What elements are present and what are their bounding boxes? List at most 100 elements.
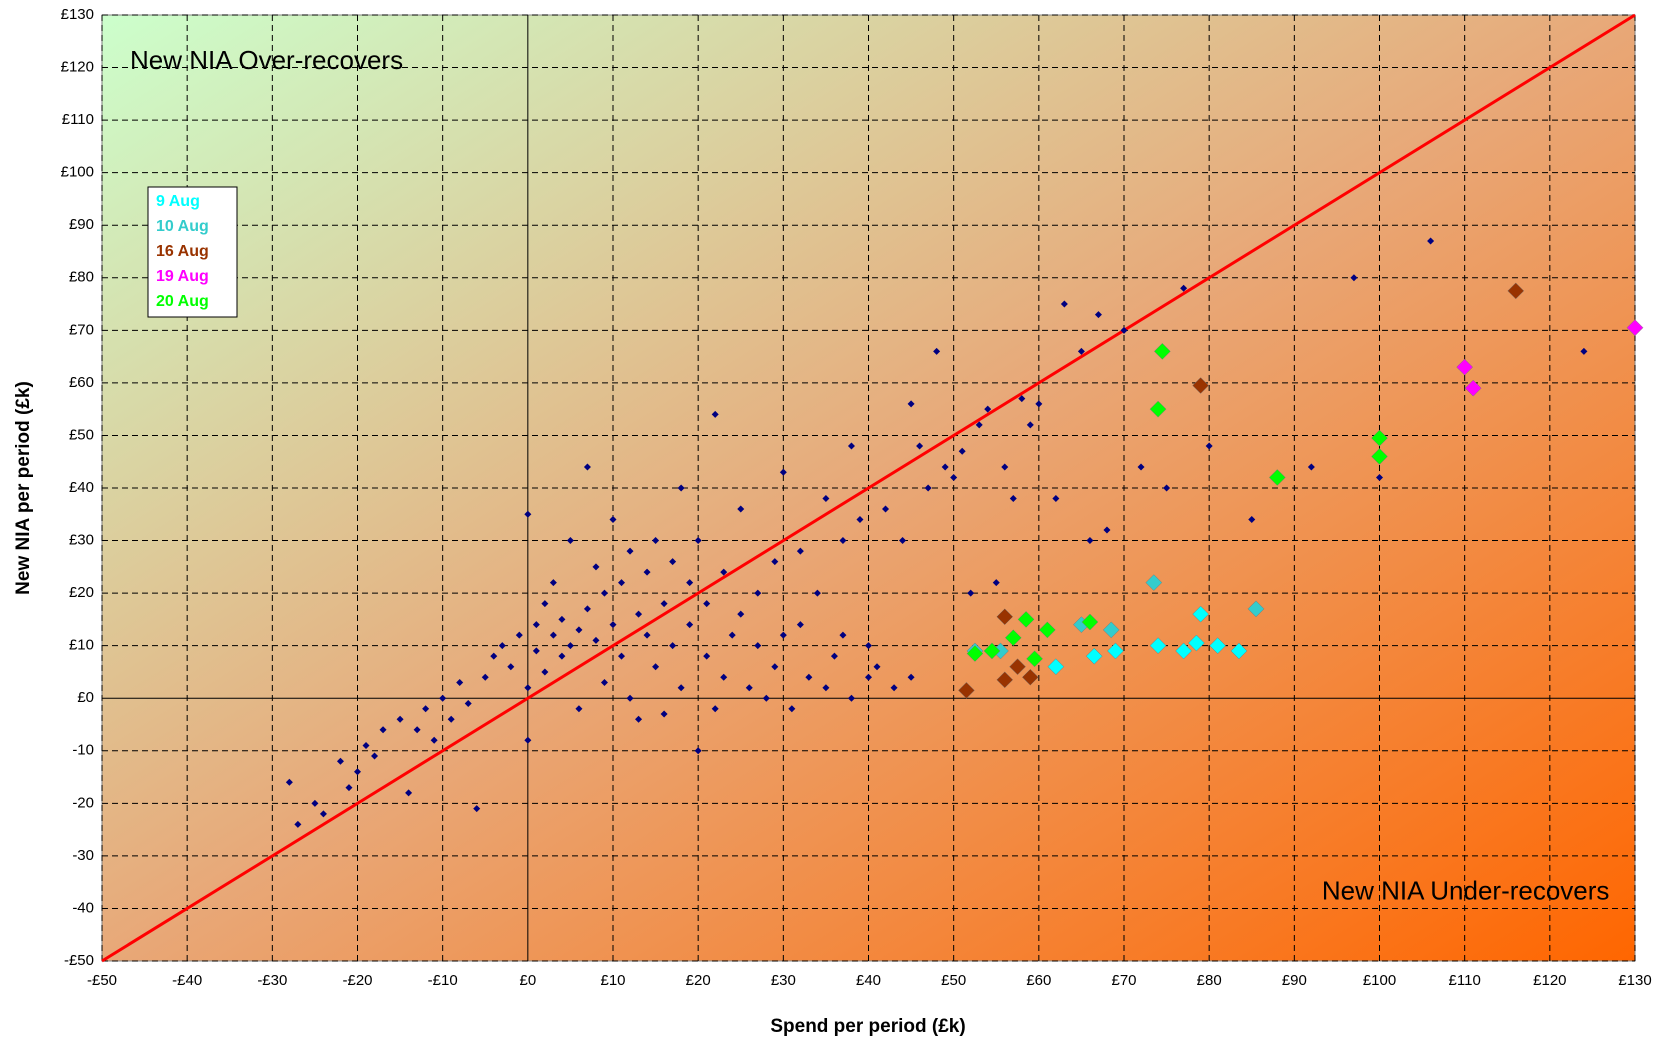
point (1507, 282, 1525, 300)
point (1180, 284, 1188, 292)
x-tick-label: £60 (1026, 972, 1051, 989)
point (779, 631, 787, 639)
y-tick-label: £130 (61, 6, 94, 23)
point (1247, 600, 1265, 618)
point (1149, 400, 1167, 418)
point (1137, 463, 1145, 471)
point (566, 537, 574, 545)
point (600, 589, 608, 597)
point (626, 694, 634, 702)
x-tick-label: -£20 (342, 972, 372, 989)
point (983, 642, 1001, 660)
y-tick-label: £0 (77, 689, 94, 706)
point (447, 715, 455, 723)
point (473, 805, 481, 813)
point (1120, 326, 1128, 334)
y-tick-label: £10 (69, 637, 94, 654)
point (1009, 658, 1026, 676)
grid (101, 13, 1636, 963)
y-tick-label: £50 (69, 426, 94, 443)
point (924, 484, 932, 492)
point (541, 600, 549, 608)
point (294, 820, 302, 828)
point (975, 421, 983, 429)
point (1094, 311, 1102, 319)
point (592, 563, 600, 571)
point (754, 589, 762, 597)
point (847, 694, 855, 702)
point (1086, 537, 1094, 545)
point (958, 681, 975, 699)
point (873, 663, 881, 671)
point (592, 636, 600, 644)
legend-box (147, 186, 238, 318)
annotation: New NIA Over-recovers (130, 45, 403, 75)
point (524, 736, 532, 744)
point (711, 410, 719, 418)
point (967, 589, 975, 597)
point (788, 705, 796, 713)
point (1626, 319, 1644, 337)
point (558, 652, 566, 660)
point (677, 484, 685, 492)
point (1188, 634, 1205, 652)
y-tick-label: -40 (72, 899, 94, 916)
y-tick-label: £20 (69, 584, 94, 601)
y-tick-label: -£50 (64, 952, 94, 969)
point (652, 537, 660, 545)
point (899, 537, 907, 545)
x-tick-label: £10 (600, 972, 625, 989)
x-tick-label: £70 (1111, 972, 1136, 989)
point (1026, 650, 1043, 668)
point (464, 699, 472, 707)
point (992, 579, 1000, 587)
point (1018, 395, 1026, 403)
point (1107, 642, 1124, 660)
point (822, 684, 830, 692)
point (779, 468, 787, 476)
point (362, 742, 370, 750)
point (524, 510, 532, 518)
point (1192, 377, 1210, 394)
point (984, 405, 992, 413)
point (996, 671, 1014, 689)
point (336, 757, 344, 765)
point (1021, 668, 1039, 686)
point (1371, 429, 1388, 447)
legend: 9 Aug 10 Aug 16 Aug 19 Aug 20 Aug (147, 186, 238, 318)
point (618, 579, 626, 587)
point (1456, 358, 1474, 376)
point (524, 684, 532, 692)
point (1004, 629, 1022, 647)
point (1081, 613, 1099, 631)
point (720, 673, 728, 681)
point (1017, 611, 1035, 628)
point (941, 463, 949, 471)
point (618, 652, 626, 660)
point (575, 705, 583, 713)
point (396, 715, 404, 723)
point (686, 621, 694, 629)
point (1464, 379, 1482, 397)
y-tick-label: £30 (69, 532, 94, 549)
point (1427, 237, 1435, 245)
point (1009, 495, 1017, 503)
point (498, 642, 506, 650)
point (1085, 647, 1103, 665)
y-tick-label: -30 (72, 847, 94, 864)
point (413, 726, 421, 734)
x-axis-title: Spend per period (£k) (770, 1016, 965, 1037)
point (1268, 469, 1286, 486)
point (771, 663, 779, 671)
point (507, 663, 515, 671)
point (711, 705, 719, 713)
point (583, 605, 591, 613)
point (1060, 300, 1068, 308)
point (966, 645, 984, 662)
point (405, 789, 413, 797)
point (1163, 484, 1171, 492)
x-tick-label: -£50 (87, 972, 117, 989)
point (669, 558, 677, 566)
point (430, 736, 438, 744)
point (652, 663, 660, 671)
